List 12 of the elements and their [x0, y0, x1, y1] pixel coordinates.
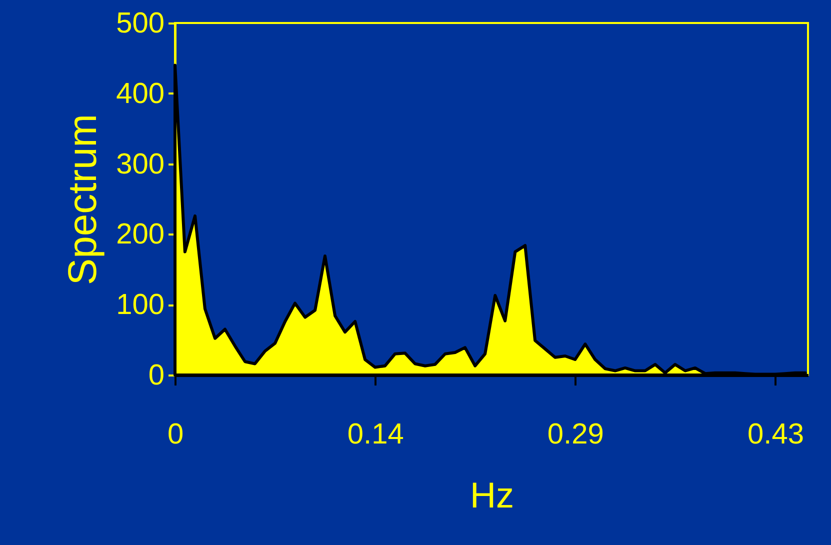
x-tick-label: 0.14 [347, 418, 404, 450]
y-tick-label: 200 [116, 218, 164, 251]
x-tick-label: 0.43 [748, 418, 804, 450]
y-tick-label: 400 [116, 78, 164, 110]
x-tick-label: 0.29 [547, 418, 604, 450]
y-tick-label: 0 [148, 360, 164, 392]
x-axis-title: Hz [470, 474, 514, 516]
y-tick-label: 500 [116, 8, 164, 40]
y-tick-label: 300 [116, 148, 164, 180]
x-tick-label: 0 [167, 418, 184, 450]
y-tick-label: 100 [116, 289, 164, 322]
y-axis-title: Spectrum [61, 114, 106, 286]
